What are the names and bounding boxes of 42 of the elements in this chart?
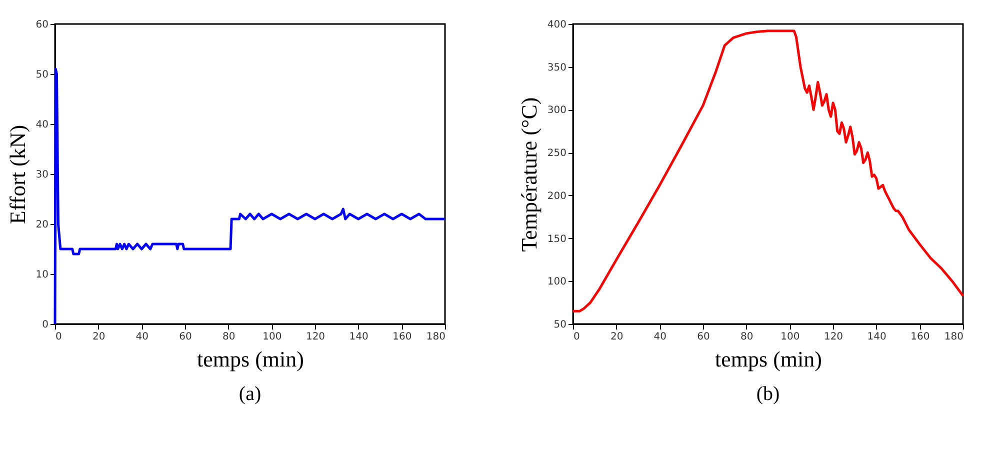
x-tick-label: 180	[944, 332, 964, 342]
y-tick-label: 150	[547, 234, 566, 245]
y-tick-label: 250	[547, 148, 566, 160]
y-tick-label: 40	[36, 120, 48, 130]
x-tick-label: 160	[392, 332, 412, 342]
x-axis-title: temps (min)	[197, 346, 304, 372]
y-tick-label: 400	[547, 20, 566, 30]
x-tick-label: 0	[574, 332, 580, 342]
y-tick-label: 10	[36, 270, 48, 280]
y-tick-label: 50	[554, 320, 566, 330]
text: (a)	[238, 383, 262, 405]
y-axis-title: Effort (kN)	[4, 124, 30, 224]
x-axis-title: temps (min)	[715, 346, 822, 372]
x-tick-label: 180	[426, 332, 446, 342]
x-tick-label: 40	[136, 332, 149, 342]
y-tick-label: 20	[36, 220, 48, 230]
text: (b)	[756, 383, 780, 405]
y-tick-label: 0	[42, 320, 48, 330]
x-tick-label: 140	[867, 332, 886, 342]
x-tick-label: 20	[92, 332, 106, 342]
line-series	[572, 30, 964, 312]
x-tick-label: 40	[654, 332, 667, 342]
y-tick-label: 50	[36, 70, 48, 80]
x-tick-label: 140	[349, 332, 368, 342]
x-tick-label: 120	[824, 332, 844, 342]
x-tick-label: 60	[179, 332, 192, 342]
y-tick-label: 300	[547, 105, 566, 116]
x-tick-label: 20	[610, 332, 624, 342]
y-tick-label: 350	[547, 62, 566, 74]
x-tick-label: 100	[780, 332, 800, 342]
x-tick-label: 0	[56, 332, 62, 342]
x-tick-label: 80	[740, 332, 754, 342]
y-tick-label: 100	[547, 276, 566, 288]
y-axis-title: Température (°C)	[516, 97, 542, 252]
x-tick-label: 160	[910, 332, 930, 342]
x-tick-label: 60	[697, 332, 710, 342]
x-tick-label: 120	[306, 332, 326, 342]
x-tick-label: 80	[222, 332, 236, 342]
y-tick-label: 200	[547, 190, 566, 202]
x-tick-label: 100	[262, 332, 282, 342]
y-tick-label: 60	[36, 20, 48, 30]
y-tick-label: 30	[36, 170, 48, 180]
